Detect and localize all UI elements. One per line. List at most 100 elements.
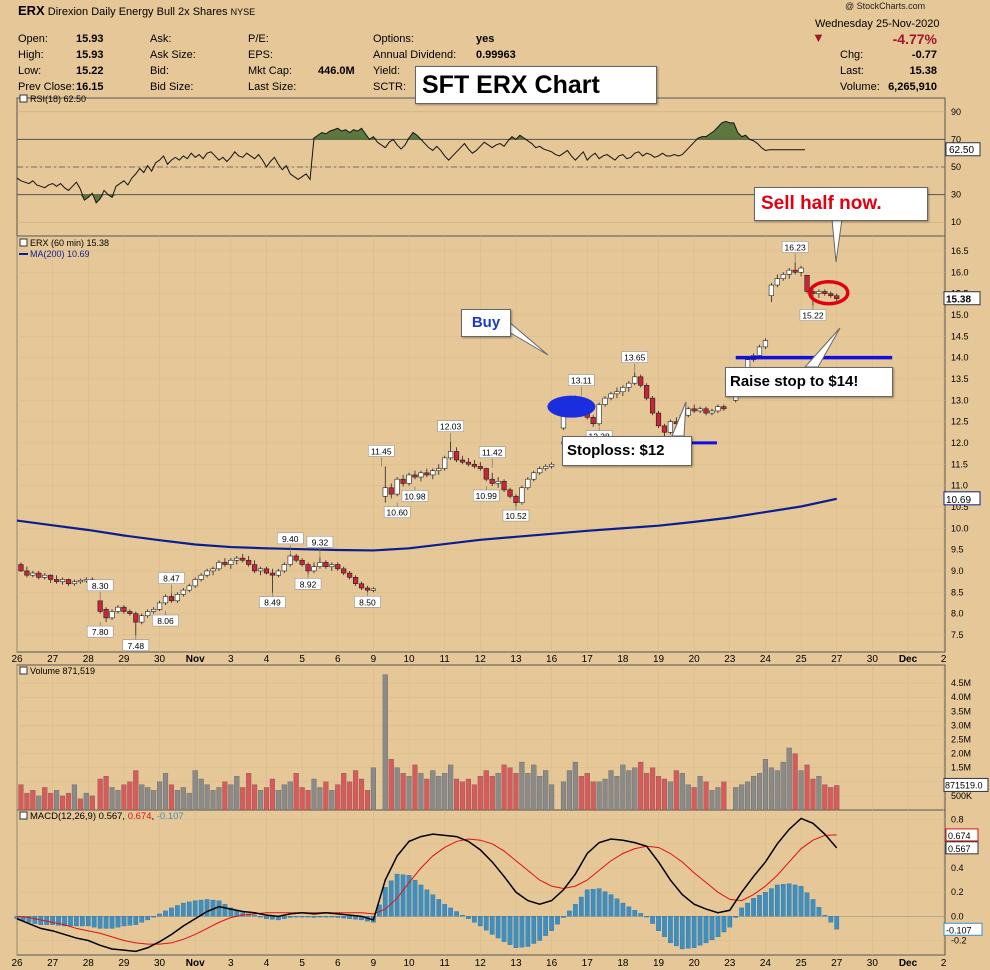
price-label-box — [383, 506, 411, 518]
macd-x-label: Nov — [186, 958, 205, 969]
quote-label: High: — [18, 49, 44, 61]
ma-last-value: 10.69 — [946, 495, 971, 506]
volume-bar — [644, 773, 650, 811]
price-label-box — [86, 579, 114, 592]
signal-last-box — [945, 828, 979, 842]
candle-body — [418, 472, 424, 478]
hist-last-box — [943, 922, 983, 936]
price-label-box — [437, 420, 464, 432]
macd-histogram-bar — [614, 898, 620, 917]
candle-body — [649, 397, 656, 414]
volume-bar — [614, 776, 620, 811]
macd-histogram-bar — [573, 904, 578, 917]
price-legend: ERX (60 min) 15.38 — [30, 238, 109, 248]
macd-histogram-bar — [709, 916, 715, 941]
macd-histogram-bar — [270, 916, 275, 920]
candle-body — [792, 269, 798, 273]
candle-body — [501, 481, 507, 491]
candle-body — [525, 478, 531, 489]
volume-bar — [632, 767, 638, 811]
macd-x-label: 4 — [264, 958, 270, 969]
price-x-label: 3 — [228, 654, 234, 665]
macd-x-label: 30 — [867, 958, 879, 969]
volume-bar — [305, 790, 311, 811]
candle-body — [204, 570, 210, 576]
macd-histogram-bar — [406, 875, 412, 917]
volume-bar — [364, 790, 371, 811]
macd-line — [16, 817, 838, 953]
candle-body — [263, 568, 270, 574]
rsi-tick-label: 30 — [951, 190, 961, 200]
candle-body — [162, 596, 169, 604]
candle-body — [691, 408, 697, 412]
candle-body — [382, 487, 388, 497]
price-tick-label: 16.5 — [951, 246, 969, 256]
price-x-label: 18 — [617, 654, 629, 665]
candle-body — [36, 572, 42, 578]
volume-bar — [454, 778, 460, 811]
macd-legend-hist: -0.107 — [157, 811, 184, 822]
price-label-box — [401, 490, 429, 502]
quote-value: 15.22 — [76, 65, 104, 77]
quote-label: Chg: — [840, 49, 864, 61]
volume-bar — [620, 764, 626, 811]
macd-x-label: 3 — [228, 958, 234, 969]
ma-legend: MA(200) 10.69 — [30, 249, 90, 259]
macd-x-label: 29 — [118, 958, 130, 969]
macd-x-label: 12 — [475, 958, 487, 969]
macd-histogram-bar — [662, 916, 667, 938]
macd-panel — [16, 809, 946, 956]
macd-tick-label: 0.2 — [951, 887, 964, 897]
volume-bar — [186, 792, 192, 811]
candle-body — [685, 408, 691, 416]
macd-histogram-bar — [169, 907, 174, 917]
quote-label: Last: — [840, 65, 864, 77]
macd-histogram-bar — [501, 916, 507, 942]
macd-histogram-bar — [596, 888, 602, 917]
volume-bar — [780, 761, 786, 811]
macd-histogram-bar — [442, 904, 448, 917]
candle-body — [257, 568, 264, 572]
macd-x-label: 28 — [83, 958, 95, 969]
quote-label: Annual Dividend: — [373, 49, 457, 61]
volume-bar — [667, 781, 673, 811]
candle-body — [436, 468, 442, 471]
candle-body — [42, 574, 48, 578]
volume-bar — [745, 781, 751, 811]
price-x-label: 30 — [154, 654, 166, 665]
candle-body — [626, 382, 632, 388]
volume-bar — [287, 781, 293, 811]
ma200-line — [16, 497, 837, 552]
volume-bar — [709, 790, 715, 811]
macd-x-label: 25 — [796, 958, 808, 969]
macd-histogram-bar — [198, 899, 204, 917]
candle-body — [489, 478, 495, 484]
volume-bar — [661, 778, 668, 811]
candle-body — [222, 562, 228, 565]
candle-body — [495, 481, 501, 484]
macd-histogram-bar — [323, 916, 329, 918]
volume-bar — [560, 781, 567, 811]
macd-histogram-bar — [679, 916, 685, 950]
price-tick-label: 16.0 — [951, 267, 969, 277]
signal-last-value: 0.674 — [948, 831, 971, 841]
macd-histogram-bar — [620, 902, 626, 917]
candle-body — [299, 559, 305, 565]
candle-body — [430, 470, 436, 476]
macd-x-label: 24 — [760, 958, 772, 969]
quote-label: EPS: — [248, 49, 274, 61]
hist-last-value: -0.107 — [946, 925, 972, 935]
macd-x-label: 9 — [371, 958, 377, 969]
volume-tick-label: 3.0M — [951, 720, 971, 730]
macd-histogram-bar — [537, 916, 543, 941]
quote-label: Yield: — [373, 65, 401, 77]
macd-histogram-bar — [460, 914, 465, 917]
volume-bar — [566, 770, 572, 811]
candle-body — [281, 564, 287, 572]
volume-bar — [157, 781, 163, 811]
volume-bar — [489, 776, 495, 811]
price-x-label: 16 — [546, 654, 558, 665]
candle-body — [121, 606, 127, 612]
volume-bar — [293, 773, 299, 811]
